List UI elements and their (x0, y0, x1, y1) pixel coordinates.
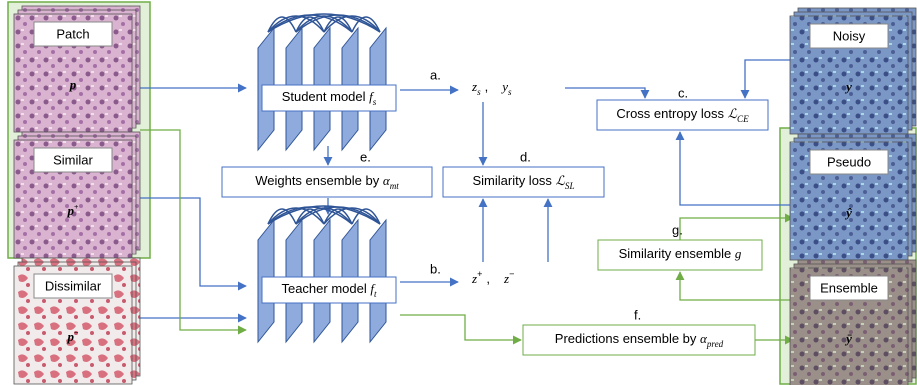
model-label: Teacher model ft (281, 281, 377, 299)
step-label: a. (430, 67, 441, 82)
step-label: d. (520, 149, 531, 164)
symbol: p (69, 77, 77, 92)
separator: , (485, 79, 489, 94)
box-label: Predictions ensemble by αpred (555, 331, 724, 349)
embedding: z+,z− (471, 269, 514, 286)
subscript: s (373, 97, 377, 107)
symbol: y (844, 79, 852, 94)
label: Cross entropy loss (616, 106, 727, 121)
step-label: g. (672, 222, 683, 237)
label: Similarity ensemble (619, 246, 735, 261)
box-label: Weights ensemble by αmt (255, 173, 399, 191)
image-label: Noisy (833, 28, 866, 43)
label: Predictions ensemble by (555, 331, 700, 346)
math: g (735, 246, 742, 261)
step-label: b. (430, 261, 441, 276)
superscript: + (477, 269, 482, 279)
image-label: Pseudo (827, 154, 871, 169)
subscript: SL (565, 181, 575, 191)
symbol: ȳ (844, 331, 852, 346)
diagram: PatchpSimilarp+Dissimilarp−NoisyyPseudoŷ… (0, 0, 917, 385)
symbol: ȳ (844, 331, 852, 346)
image-label: Ensemble (820, 280, 878, 295)
separator: , (486, 271, 490, 286)
superscript: + (74, 202, 79, 211)
subscript: CE (737, 114, 749, 124)
symbol: ŷ (844, 205, 852, 220)
subscript: s (477, 87, 481, 97)
image-label: Similar (53, 152, 93, 167)
label: Student model (282, 89, 369, 104)
symbol: ŷ (844, 205, 852, 220)
model-label: Student model fs (282, 89, 377, 107)
skip-connection (296, 16, 352, 32)
superscript: − (74, 328, 79, 337)
label: Similarity loss (472, 173, 555, 188)
superscript: − (509, 269, 514, 279)
image-label: Patch (56, 26, 89, 41)
skip-connection (296, 208, 352, 224)
step-label: e. (360, 149, 371, 164)
subscript: mt (390, 181, 400, 191)
symbol: p (69, 77, 77, 92)
label: Teacher model (281, 281, 370, 296)
step-label: f. (634, 307, 641, 322)
embedding: zs,ys (471, 79, 512, 97)
label: Weights ensemble by (255, 173, 383, 188)
subscript: pred (706, 339, 724, 349)
arrows (140, 130, 795, 340)
symbol: y (844, 79, 852, 94)
box-label: Similarity ensemble g (619, 246, 742, 261)
step-label: c. (678, 85, 688, 100)
subscript: s (508, 87, 512, 97)
image-label: Dissimilar (45, 278, 102, 293)
